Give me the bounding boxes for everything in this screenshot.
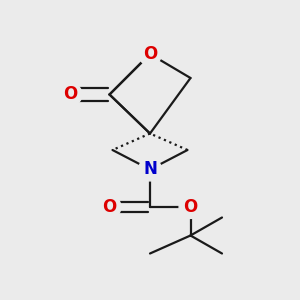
Text: O: O	[183, 198, 198, 216]
Text: O: O	[143, 45, 157, 63]
Circle shape	[139, 43, 161, 65]
Text: O: O	[63, 85, 78, 103]
Text: O: O	[102, 198, 117, 216]
Circle shape	[98, 196, 121, 218]
Circle shape	[139, 158, 161, 181]
Text: N: N	[143, 160, 157, 178]
Circle shape	[59, 83, 82, 106]
Circle shape	[179, 196, 202, 218]
